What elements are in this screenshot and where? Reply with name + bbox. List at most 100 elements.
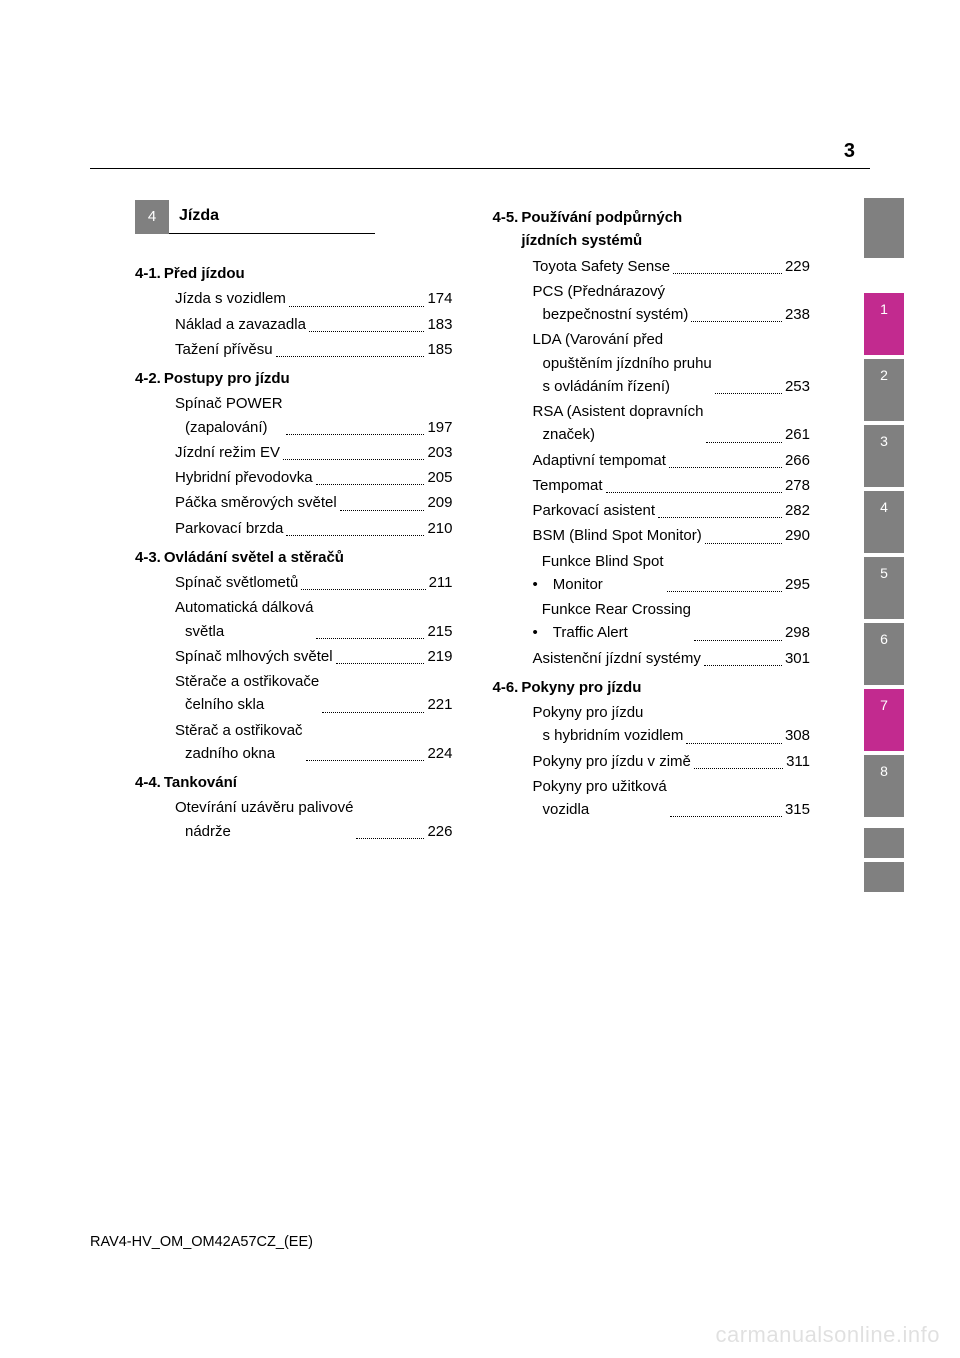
toc-leader-dots — [286, 434, 425, 435]
side-tab-4: 4 — [864, 491, 904, 553]
toc-entry-label: BSM (Blind Spot Monitor) — [533, 524, 702, 547]
toc-entry: PCS (Přednárazovýbezpečnostní systém) 238 — [533, 280, 811, 327]
toc-entry: Jízdní režim EV 203 — [175, 441, 453, 464]
toc-entry-page: 298 — [785, 621, 810, 644]
toc-entry-label: Parkovací asistent — [533, 499, 656, 522]
side-tab-blank — [864, 862, 904, 892]
toc-entry: Stěrač a ostřikovačzadního okna224 — [175, 719, 453, 766]
toc-entry-label: Asistenční jízdní systémy — [533, 647, 701, 670]
side-tab-2: 2 — [864, 359, 904, 421]
toc-entry-page: 266 — [785, 449, 810, 472]
toc-leader-dots — [705, 543, 782, 544]
toc-entry-label: Spínač světlometů — [175, 571, 298, 594]
toc-leader-dots — [306, 760, 425, 761]
toc-entry-page: 215 — [427, 620, 452, 643]
toc-section-title: Postupy pro jízdu — [164, 367, 290, 390]
toc-entry: Tažení přívěsu185 — [175, 338, 453, 361]
toc-entry-page: 219 — [427, 645, 452, 668]
toc-entry-label: Adaptivní tempomat — [533, 449, 666, 472]
toc-leader-dots — [673, 273, 782, 274]
toc-leader-dots — [276, 356, 425, 357]
toc-entry: Toyota Safety Sense 229 — [533, 255, 811, 278]
toc-entry-label: Funkce Rear CrossingTraffic Alert — [542, 598, 691, 645]
toc-section-number: 4-5. — [493, 206, 519, 253]
toc-section-heading: 4-1.Před jízdou — [135, 262, 453, 285]
toc-section-title: Ovládání světel a stěračů — [164, 546, 344, 569]
toc-leader-dots — [316, 484, 425, 485]
left-column: 4 Jízda 4-1.Před jízdouJízda s vozidlem1… — [135, 200, 453, 843]
toc-entry: Spínač mlhových světel 219 — [175, 645, 453, 668]
side-tab-blank-top — [864, 198, 904, 258]
header-rule — [90, 168, 870, 169]
side-tab-1: 1 — [864, 293, 904, 355]
toc-entry-label: RSA (Asistent dopravníchznaček) — [533, 400, 704, 447]
toc-entry-page: 229 — [785, 255, 810, 278]
side-tab-5: 5 — [864, 557, 904, 619]
toc-entry: Spínač světlometů211 — [175, 571, 453, 594]
toc-entry-page: 174 — [427, 287, 452, 310]
toc-entry-label: PCS (Přednárazovýbezpečnostní systém) — [533, 280, 689, 327]
bullet-dot: • — [533, 573, 542, 596]
toc-entry-label: Toyota Safety Sense — [533, 255, 671, 278]
toc-entry-label: Automatická dálkovásvětla — [175, 596, 313, 643]
toc-section-heading: 4-3.Ovládání světel a stěračů — [135, 546, 453, 569]
toc-entry-label: Otevírání uzávěru palivovénádrže — [175, 796, 353, 843]
toc-entry-page: 282 — [785, 499, 810, 522]
toc-entry-label: Funkce Blind SpotMonitor — [542, 550, 664, 597]
toc-entry: LDA (Varování předopuštěním jízdního pru… — [533, 328, 811, 398]
toc-entry: BSM (Blind Spot Monitor)290 — [533, 524, 811, 547]
toc-entry-label: Pokyny pro užitkovávozidla — [533, 775, 667, 822]
toc-leader-dots — [715, 393, 782, 394]
footer-code: RAV4-HV_OM_OM42A57CZ_(EE) — [90, 1234, 313, 1250]
toc-leader-dots — [694, 640, 782, 641]
side-tab-blank-bottom — [864, 828, 904, 896]
chapter-number: 4 — [135, 200, 169, 234]
toc-entry-label: Spínač mlhových světel — [175, 645, 333, 668]
toc-entry-page: 203 — [427, 441, 452, 464]
toc-section-number: 4-1. — [135, 262, 161, 285]
toc-entry-page: 238 — [785, 303, 810, 326]
toc-section-number: 4-2. — [135, 367, 161, 390]
toc-sub-entry: •Funkce Blind SpotMonitor295 — [533, 550, 811, 597]
toc-entry-page: 197 — [427, 416, 452, 439]
toc-section-heading: 4-4.Tankování — [135, 771, 453, 794]
toc-entry-page: 205 — [427, 466, 452, 489]
toc-entry-page: 253 — [785, 375, 810, 398]
toc-entry: Pokyny pro jízdus hybridním vozidlem308 — [533, 701, 811, 748]
right-column: 4-5.Používání podpůrnýchjízdních systémů… — [493, 200, 811, 843]
toc-leader-dots — [283, 459, 424, 460]
side-tab-7: 7 — [864, 689, 904, 751]
toc-entry-label: Tažení přívěsu — [175, 338, 273, 361]
toc-entry-page: 261 — [785, 423, 810, 446]
toc-entry-label: Páčka směrových světel — [175, 491, 337, 514]
toc-entry-page: 221 — [427, 693, 452, 716]
toc-leader-dots — [316, 638, 424, 639]
toc-entry: Parkovací brzda210 — [175, 517, 453, 540]
toc-entry-page: 210 — [427, 517, 452, 540]
toc-entry-label: Pokyny pro jízdu v zimě — [533, 750, 691, 773]
toc-section-number: 4-6. — [493, 676, 519, 699]
toc-entry-label: Jízdní režim EV — [175, 441, 280, 464]
toc-entry-label: LDA (Varování předopuštěním jízdního pru… — [533, 328, 712, 398]
toc-leader-dots — [606, 492, 782, 493]
side-tab-stack: 12345678 — [864, 293, 904, 821]
side-tab-6: 6 — [864, 623, 904, 685]
toc-leader-dots — [289, 306, 425, 307]
toc-leader-dots — [336, 663, 425, 664]
toc-section-heading: 4-5.Používání podpůrnýchjízdních systémů — [493, 206, 811, 253]
toc-entry-label: Tempomat — [533, 474, 603, 497]
toc-entry: Tempomat278 — [533, 474, 811, 497]
toc-entry-page: 308 — [785, 724, 810, 747]
toc-entry: Automatická dálkovásvětla 215 — [175, 596, 453, 643]
toc-section-heading: 4-6.Pokyny pro jízdu — [493, 676, 811, 699]
toc-entry: Stěrače a ostřikovačečelního skla 221 — [175, 670, 453, 717]
toc-leader-dots — [691, 321, 782, 322]
side-tab-8: 8 — [864, 755, 904, 817]
toc-section-number: 4-4. — [135, 771, 161, 794]
toc-entry-page: 224 — [427, 742, 452, 765]
toc-entry: Pokyny pro jízdu v zimě 311 — [533, 750, 811, 773]
toc-entry-page: 311 — [786, 750, 810, 773]
toc-entry-label: Stěrače a ostřikovačečelního skla — [175, 670, 319, 717]
toc-leader-dots — [658, 517, 782, 518]
toc-sub-entry: •Funkce Rear CrossingTraffic Alert298 — [533, 598, 811, 645]
